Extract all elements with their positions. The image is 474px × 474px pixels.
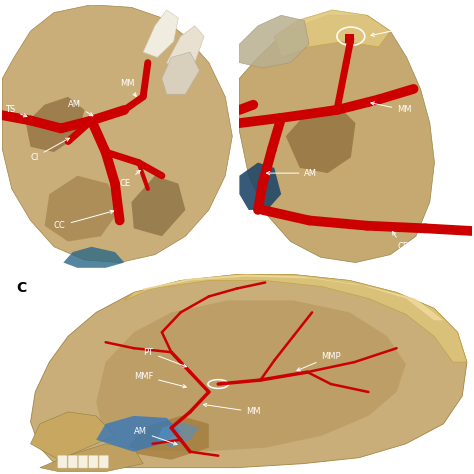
- Polygon shape: [239, 163, 281, 210]
- Text: C: C: [17, 281, 27, 294]
- Polygon shape: [64, 247, 124, 268]
- Text: MM: MM: [371, 102, 412, 114]
- Text: CE: CE: [119, 170, 140, 188]
- Text: MM: MM: [203, 403, 261, 416]
- Text: MM: MM: [119, 79, 136, 96]
- Polygon shape: [124, 416, 209, 460]
- Polygon shape: [30, 412, 115, 460]
- Polygon shape: [143, 274, 444, 320]
- Polygon shape: [162, 52, 200, 94]
- Text: AM: AM: [68, 100, 93, 116]
- Polygon shape: [2, 5, 232, 263]
- Polygon shape: [239, 15, 435, 263]
- FancyBboxPatch shape: [345, 34, 355, 43]
- Text: MMP: MMP: [297, 352, 341, 371]
- FancyBboxPatch shape: [99, 456, 109, 468]
- Text: AM: AM: [266, 169, 318, 178]
- Polygon shape: [157, 422, 200, 448]
- Polygon shape: [96, 416, 181, 452]
- Text: PT: PT: [143, 348, 186, 367]
- Polygon shape: [30, 274, 467, 468]
- Text: MMF: MMF: [134, 372, 186, 388]
- Polygon shape: [239, 15, 309, 68]
- Polygon shape: [26, 97, 84, 152]
- Text: CC: CC: [54, 210, 114, 230]
- Polygon shape: [166, 26, 204, 73]
- Polygon shape: [40, 444, 143, 472]
- Text: CE: CE: [392, 231, 409, 251]
- Polygon shape: [131, 176, 185, 236]
- Polygon shape: [96, 301, 406, 452]
- FancyBboxPatch shape: [78, 456, 88, 468]
- FancyBboxPatch shape: [89, 456, 98, 468]
- Text: FS: FS: [371, 21, 420, 36]
- Polygon shape: [286, 105, 356, 173]
- FancyBboxPatch shape: [58, 456, 67, 468]
- FancyBboxPatch shape: [68, 456, 77, 468]
- Text: AM: AM: [134, 428, 177, 445]
- Polygon shape: [274, 10, 390, 57]
- Polygon shape: [124, 274, 467, 362]
- Text: CI: CI: [30, 138, 69, 162]
- Text: TS: TS: [5, 106, 27, 117]
- Polygon shape: [45, 176, 119, 242]
- Polygon shape: [143, 10, 178, 57]
